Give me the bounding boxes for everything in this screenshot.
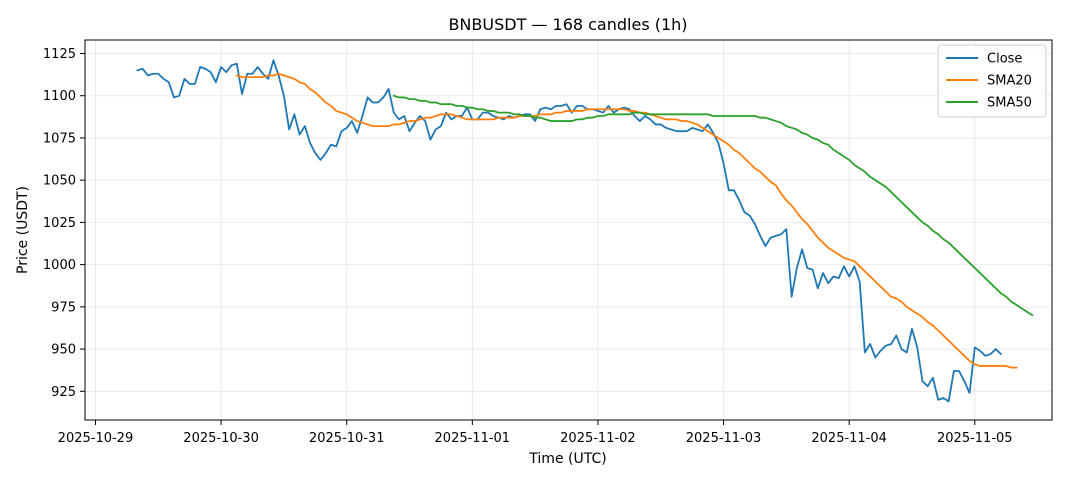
y-tick-label: 975 <box>51 300 76 315</box>
x-tick-label: 2025-11-01 <box>435 431 511 446</box>
y-tick-label: 1025 <box>43 216 76 231</box>
y-axis-title: Price (USDT) <box>15 186 31 274</box>
y-tick-label: 1000 <box>43 258 76 273</box>
y-tick-label: 925 <box>51 385 76 400</box>
x-tick-label: 2025-11-02 <box>560 431 636 446</box>
y-tick-label: 950 <box>51 343 76 358</box>
x-axis: 2025-10-29 2025-10-30 2025-10-31 2025-11-01… <box>58 420 1013 446</box>
series-line-sma50 <box>392 94 1034 317</box>
series-layer <box>136 59 1034 403</box>
x-tick-label: 2025-11-03 <box>686 431 762 446</box>
y-tick-label: 1125 <box>43 47 76 62</box>
y-axis: 925 950 975 1000 1025 1050 1075 1100 1125 <box>43 47 85 400</box>
y-tick-label: 1050 <box>43 174 76 189</box>
y-tick-label: 1075 <box>43 131 76 146</box>
series-line-sma20 <box>235 72 1018 369</box>
x-tick-label: 2025-10-30 <box>183 431 259 446</box>
grid-lines <box>85 40 1052 420</box>
legend: Close SMA20 SMA50 <box>937 44 1047 118</box>
x-tick-label: 2025-10-29 <box>58 431 134 446</box>
legend-label-close: Close <box>987 52 1022 67</box>
series-line-close <box>136 59 1002 403</box>
x-tick-label: 2025-11-05 <box>937 431 1013 446</box>
y-tick-label: 1100 <box>43 89 76 104</box>
plot-frame <box>84 39 1053 421</box>
legend-box <box>937 44 1047 118</box>
x-tick-label: 2025-10-31 <box>309 431 385 446</box>
legend-label-sma50: SMA50 <box>987 96 1032 111</box>
x-axis-title: Time (UTC) <box>528 451 606 467</box>
x-tick-label: 2025-11-04 <box>811 431 887 446</box>
chart-title: BNBUSDT — 168 candles (1h) <box>448 15 687 34</box>
legend-label-sma20: SMA20 <box>987 74 1032 89</box>
